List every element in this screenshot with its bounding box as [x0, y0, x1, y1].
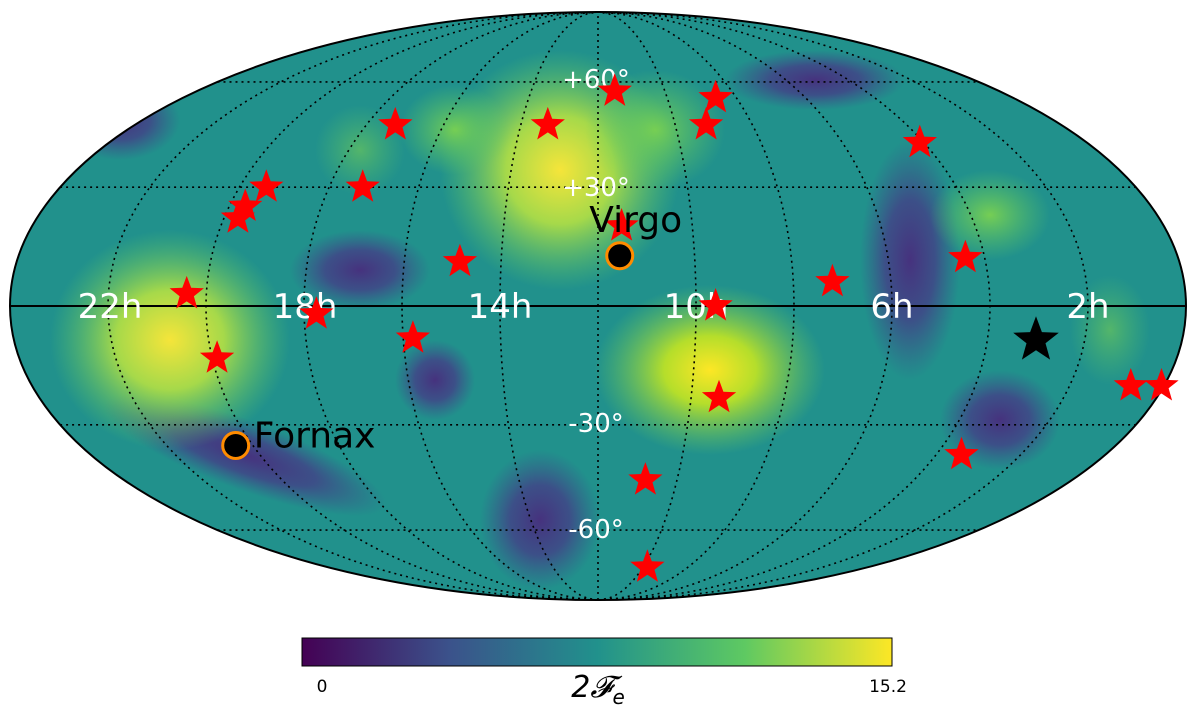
- ra-labels: 22h 18h 14h 10h 6h 2h: [78, 287, 1110, 327]
- ra-label-6h: 6h: [870, 287, 913, 327]
- source-star: [689, 106, 724, 140]
- ra-label-2h: 2h: [1066, 287, 1109, 327]
- source-star: [395, 320, 430, 353]
- colorbar-label-sub: e: [612, 685, 624, 708]
- ra-label-22h: 22h: [78, 287, 143, 327]
- source-star: [228, 188, 263, 221]
- source-star: [442, 243, 478, 277]
- source-star: [597, 73, 632, 106]
- source-star: [948, 239, 983, 273]
- highlight-star: [1013, 316, 1059, 360]
- colorbar-gradient: [301, 637, 893, 667]
- source-stars: [169, 73, 1179, 582]
- fornax-label: Fornax: [254, 416, 376, 457]
- lat-label-minus30: -30°: [568, 409, 623, 439]
- lat-label-plus30: +30°: [562, 173, 630, 203]
- source-star: [249, 169, 284, 202]
- clusters: Virgo Fornax: [221, 200, 682, 461]
- source-star: [604, 208, 639, 241]
- source-star: [815, 263, 850, 297]
- colorbar: 0 15.2 2𝓕e: [301, 637, 907, 709]
- source-star: [698, 79, 733, 113]
- source-star: [199, 340, 235, 373]
- source-star: [378, 106, 413, 140]
- ra-label-14h: 14h: [468, 287, 533, 327]
- source-star: [169, 275, 204, 309]
- lat-label-minus60: -60°: [568, 515, 623, 545]
- colorbar-max-label: 15.2: [869, 677, 907, 697]
- colorbar-min-label: 0: [317, 677, 328, 697]
- fornax-marker: [221, 431, 251, 461]
- source-star: [902, 124, 937, 158]
- cluster-fornax: Fornax: [221, 416, 376, 461]
- source-star: [220, 200, 255, 233]
- virgo-marker: [605, 241, 635, 271]
- source-star: [1144, 368, 1179, 401]
- virgo-label: Virgo: [589, 200, 682, 241]
- sky-map: +60° +30° -30° -60° 22h 18h 14h 10h 6h 2…: [9, 11, 1187, 601]
- source-star: [630, 549, 665, 582]
- source-star: [701, 379, 737, 413]
- source-star: [345, 169, 380, 202]
- lat-labels: +60° +30° -30° -60°: [562, 65, 630, 545]
- ra-label-18h: 18h: [273, 287, 338, 327]
- colorbar-label: 2𝓕e: [571, 670, 625, 708]
- source-star: [530, 106, 565, 140]
- highlight-star-group: [1013, 316, 1059, 360]
- source-star: [628, 462, 663, 495]
- source-star: [299, 296, 334, 329]
- source-star: [944, 436, 979, 470]
- source-star: [698, 288, 733, 321]
- cluster-virgo: Virgo: [589, 200, 682, 271]
- source-star: [1113, 368, 1148, 401]
